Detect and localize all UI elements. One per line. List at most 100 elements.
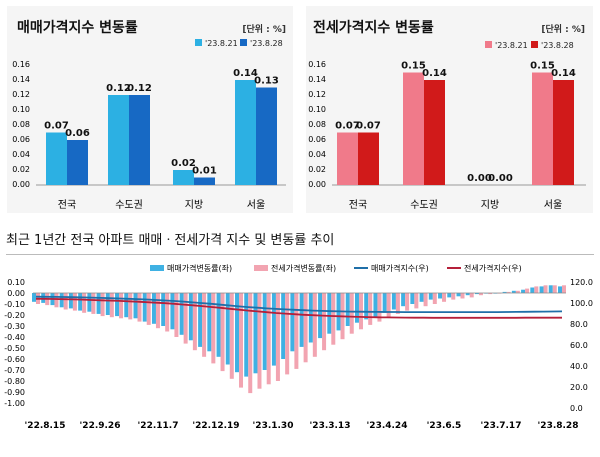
y-tick-label: -0.60 xyxy=(4,355,25,364)
x-tick-label: 전국 xyxy=(349,199,367,211)
x-tick-label: '22.12.19 xyxy=(192,421,239,431)
x-tick-label: 서울 xyxy=(247,199,265,211)
bar xyxy=(105,293,110,315)
legend-label-1: '23.8.21 xyxy=(495,41,528,50)
bar xyxy=(511,290,516,293)
bar xyxy=(543,285,548,293)
bar xyxy=(170,293,175,330)
bar xyxy=(548,285,553,293)
legend-swatch-1 xyxy=(150,265,164,271)
jeonse-change-panel: 전세가격지수 변동률 [단위 : %] '23.8.21 '23.8.28 0.… xyxy=(306,6,593,213)
bar xyxy=(266,293,271,385)
x-tick-label: '23.7.17 xyxy=(481,421,522,431)
bar xyxy=(87,293,92,312)
data-label: 0.00 xyxy=(467,173,492,184)
bar xyxy=(530,287,535,293)
bar xyxy=(432,293,437,304)
legend: 매매가격변동률(좌) 전세가격변동률(좌) 매매가격지수(우) 전세가격지수(우… xyxy=(150,263,522,273)
y-tick-label: 0.06 xyxy=(308,135,326,144)
bar xyxy=(460,293,465,299)
y-tick-label: -0.90 xyxy=(4,388,25,397)
legend-label-2: 전세가격변동률(좌) xyxy=(271,263,336,273)
y-tick-label: 0.10 xyxy=(12,105,30,114)
x-tick-label: 전국 xyxy=(58,199,76,211)
bar xyxy=(331,293,336,345)
bar xyxy=(337,132,358,185)
x-tick-label: 수도권 xyxy=(115,199,143,211)
data-label: 0.07 xyxy=(356,121,381,132)
bar xyxy=(128,293,133,320)
bar xyxy=(225,293,230,365)
legend-label-3: 매매가격지수(우) xyxy=(371,263,429,273)
y2-tick-label: 100.0 xyxy=(570,299,593,308)
bar xyxy=(281,293,286,359)
bar xyxy=(54,293,59,308)
bar xyxy=(525,288,530,293)
bar xyxy=(155,293,160,329)
bar xyxy=(327,293,332,334)
series-line xyxy=(35,297,562,319)
bar xyxy=(198,293,203,347)
bar xyxy=(137,293,142,322)
bar xyxy=(423,293,428,307)
bar xyxy=(368,293,373,325)
x-tick-label: '23.4.24 xyxy=(367,421,408,431)
y-tick-label: -0.20 xyxy=(4,311,25,320)
bar xyxy=(119,293,124,319)
data-label: 0.12 xyxy=(127,83,152,94)
bar xyxy=(192,293,197,351)
bar xyxy=(469,293,474,298)
y2-tick-label: 20.0 xyxy=(570,383,588,392)
bar xyxy=(68,293,73,309)
y-tick-label: 0.08 xyxy=(12,120,30,129)
x-tick-label: 지방 xyxy=(481,199,499,211)
y2-tick-label: 80.0 xyxy=(570,320,588,329)
bar xyxy=(562,285,566,293)
bar xyxy=(290,293,295,352)
bar xyxy=(239,293,244,388)
y-tick-label: 0.12 xyxy=(12,90,30,99)
bar xyxy=(373,293,378,318)
x-tick-label: 수도권 xyxy=(410,199,438,211)
bar xyxy=(349,293,354,334)
y-tick-label: 0.04 xyxy=(12,150,30,159)
bar xyxy=(216,293,221,357)
bar xyxy=(294,293,299,369)
bar xyxy=(248,293,253,394)
y-tick-label: 0.12 xyxy=(308,90,326,99)
bar xyxy=(220,293,225,372)
legend: '23.8.21 '23.8.28 xyxy=(485,41,574,50)
y-tick-label: -0.40 xyxy=(4,333,25,342)
y-tick-label: 0.00 xyxy=(7,289,25,298)
bar xyxy=(506,291,511,293)
bar xyxy=(401,293,406,307)
bar xyxy=(552,285,557,293)
y-tick-label: 0.02 xyxy=(308,165,326,174)
bar xyxy=(78,293,83,311)
bar xyxy=(312,293,317,357)
data-label: 0.01 xyxy=(192,166,217,177)
legend-label-1: '23.8.21 xyxy=(205,39,238,48)
bar xyxy=(124,293,129,318)
bar xyxy=(262,293,267,370)
y-tick-label: -0.70 xyxy=(4,366,25,375)
y-tick-label: 0.04 xyxy=(308,150,326,159)
y-tick-label: -0.50 xyxy=(4,344,25,353)
chart-title: 전세가격지수 변동률 xyxy=(313,19,434,36)
bar xyxy=(424,80,445,185)
bar xyxy=(235,293,240,373)
bar xyxy=(303,293,308,363)
bar xyxy=(253,293,258,374)
bar xyxy=(391,293,396,310)
bar xyxy=(414,293,419,309)
bar xyxy=(405,293,410,311)
bar xyxy=(46,132,67,185)
bar xyxy=(532,72,553,185)
bar xyxy=(442,293,447,302)
x-tick-label: '23.1.30 xyxy=(253,421,294,431)
y-tick-label: -0.10 xyxy=(4,300,25,309)
bar xyxy=(108,95,129,185)
bar xyxy=(91,293,96,314)
y-tick-label: 0.14 xyxy=(308,75,326,84)
